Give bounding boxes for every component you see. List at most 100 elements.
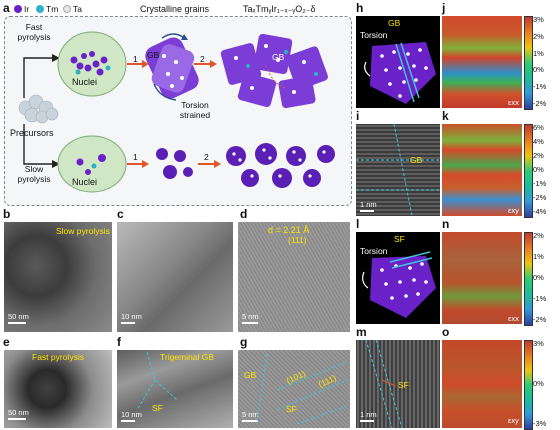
panel-j-strain-map <box>442 16 522 108</box>
colorbar-k-tick: 4% <box>533 137 544 146</box>
panel-a-drawing <box>18 31 335 193</box>
ta-legend-dot <box>63 5 71 13</box>
fast-branch-arrow <box>23 57 52 98</box>
colorbar-k-tick: -2% <box>533 193 547 202</box>
f-sf-label: SF <box>152 403 163 413</box>
scale-label-m: 1 nm <box>360 410 377 419</box>
colorbar-j-tick: 1% <box>533 48 544 58</box>
fast-pyrolysis-caption: Fast pyrolysis <box>32 352 84 362</box>
k-component-label: εxy <box>508 206 519 215</box>
scale-label-i: 1 nm <box>360 200 377 209</box>
panel-label-m: m <box>356 325 367 339</box>
scale-bar-i <box>360 210 374 212</box>
panel-label-e: e <box>3 335 10 349</box>
panel-label-o: o <box>442 325 450 339</box>
colorbar-n-tick: 0% <box>533 273 544 282</box>
colorbar-o-tick: -3% <box>533 419 547 428</box>
panel-k-strain-map <box>442 124 522 216</box>
slow-nuclei-bubble <box>57 135 127 193</box>
panel-label-h: h <box>356 1 364 15</box>
ir-legend-dot <box>14 5 22 13</box>
small-grains <box>156 143 335 188</box>
panel-e-tem-image <box>4 350 112 428</box>
torsion-grains <box>145 33 199 101</box>
precursor-cloud <box>18 94 59 124</box>
ta-legend-label: Ta <box>73 4 82 14</box>
panel-g-hrtem-image <box>238 350 350 428</box>
colorbar-j-tick: -2% <box>533 99 547 108</box>
scale-bar-b <box>8 322 26 324</box>
crystalline-grains-title: Crystalline grains <box>140 4 210 14</box>
colorbar-k-tick: -1% <box>533 179 547 188</box>
scale-label-b: 50 nm <box>8 312 29 321</box>
tm-legend-label: Tm <box>46 4 59 14</box>
step2-bottom: 2 <box>204 152 209 162</box>
step2-top: 2 <box>200 54 205 64</box>
colorbar-n <box>524 232 533 326</box>
fast-nuclei-bubble <box>57 31 127 97</box>
h-torsion-label: Torsion <box>360 30 388 40</box>
colorbar-o <box>524 340 533 430</box>
colorbar-k-tick: 6% <box>533 123 544 132</box>
l-crystal-model <box>362 251 436 318</box>
panel-label-f: f <box>117 335 121 349</box>
trigeminal-gb-label: Trigeminal GB <box>160 352 215 362</box>
f-g-dashed-overlays <box>136 351 348 425</box>
scale-bar-g <box>242 420 258 422</box>
slow-pyrolysis-label: Slow pyrolysis <box>17 164 51 184</box>
step1-bottom: 1 <box>133 152 138 162</box>
panel-d-hrtem-image <box>238 222 350 332</box>
colorbar-k-tick: 0% <box>533 165 544 174</box>
m-dashed-overlays <box>365 340 403 428</box>
scale-label-e: 50 nm <box>8 408 29 417</box>
colorbar-j-tick: 3% <box>533 15 544 24</box>
colorbar-n-tick: -1% <box>533 294 547 303</box>
colorbar-j-tick: 0% <box>533 65 544 75</box>
ir-legend-label: Ir <box>24 4 30 14</box>
gb-left-label: GB <box>147 50 160 60</box>
colorbar-j <box>524 16 533 110</box>
colorbar-n-tick: -2% <box>533 315 547 324</box>
tm-legend-dot <box>36 5 44 13</box>
g-gb-label: GB <box>244 370 257 380</box>
nuclei-top-label: Nuclei <box>72 77 98 87</box>
m-sf-label: SF <box>398 380 409 390</box>
scale-bar-c <box>121 322 135 324</box>
torsion-strained-label: Torsion strained <box>179 100 211 120</box>
panel-f-tem-image <box>117 350 233 428</box>
panel-label-c: c <box>117 207 124 221</box>
panel-label-i: i <box>356 109 360 123</box>
l-sf-label: SF <box>394 234 405 244</box>
panel-i-haadf-image <box>356 124 440 216</box>
colorbar-k-tick: 2% <box>533 151 544 160</box>
colorbar-n-tick: 1% <box>533 252 544 261</box>
slow-branch-arrow <box>23 124 52 165</box>
i-dashed-overlays <box>356 124 440 216</box>
panel-b-tem-image <box>4 222 112 332</box>
panel-label-a: a <box>3 1 10 15</box>
panel-label-j: j <box>442 1 446 15</box>
colorbar-n-tick: 2% <box>533 231 544 240</box>
scale-label-d: 5 nm <box>242 312 259 321</box>
colorbar-j-tick: -1% <box>533 82 547 92</box>
colorbar-k-tick: -4% <box>533 207 547 216</box>
panel-n-strain-map <box>442 232 522 324</box>
n-component-label: εxx <box>508 314 519 323</box>
polycrystal-cluster <box>220 33 329 109</box>
scale-bar-d <box>242 322 258 324</box>
panel-label-d: d <box>240 207 248 221</box>
h-crystal-model <box>364 42 436 104</box>
scale-label-f: 10 nm <box>121 410 142 419</box>
precursors-label: Precursors <box>10 128 54 138</box>
scale-label-g: 5 nm <box>242 410 259 419</box>
panel-o-strain-map <box>442 340 522 428</box>
formula-title: TaₓTmᵧIr₁₋ₓ₋ᵧO₂₋δ <box>243 4 316 14</box>
panel-label-b: b <box>3 207 11 221</box>
colorbar-o-tick: 3% <box>533 339 544 348</box>
o-component-label: εxy <box>508 416 519 425</box>
colorbar-o-tick: 0% <box>533 379 544 388</box>
panel-label-g: g <box>240 335 248 349</box>
d-spacing-label: d = 2.21 Å <box>268 225 310 235</box>
nuclei-bottom-label: Nuclei <box>72 177 98 187</box>
colorbar-k <box>524 124 533 218</box>
